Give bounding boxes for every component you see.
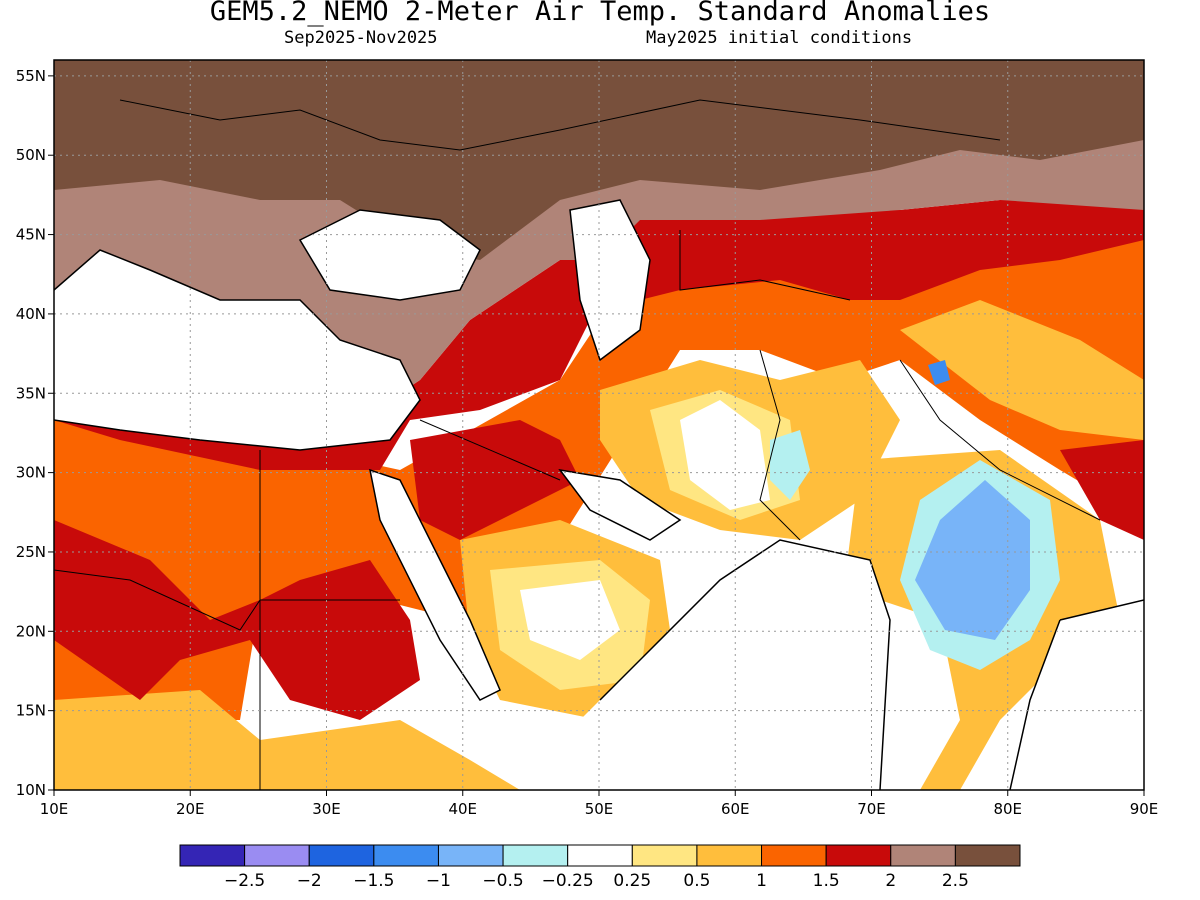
lat-lon-grid <box>54 60 1144 790</box>
lon-tick-label: 10E <box>40 800 69 818</box>
latitude-axis: 10N 15N 20N 25N 30N 35N 40N 45N 50N 55N <box>16 67 54 799</box>
colorbar-swatch <box>761 844 827 867</box>
colorbar-label: 2.5 <box>942 871 969 891</box>
map-title: GEM5.2_NEMO 2-Meter Air Temp. Standard A… <box>209 0 991 27</box>
longitude-axis: 10E 20E 30E 40E 50E 60E 70E 80E 90E <box>40 790 1159 818</box>
lon-tick-label: 80E <box>993 800 1022 818</box>
colorbar-swatch <box>502 844 569 867</box>
country-borders <box>54 99 1101 790</box>
mediterranean-sea <box>54 250 420 450</box>
lat-tick-label: 35N <box>16 384 46 402</box>
anomaly-region-2 <box>620 200 1144 300</box>
lon-tick-label: 30E <box>312 800 341 818</box>
colorbar-swatch <box>308 844 375 867</box>
lat-tick-label: 15N <box>16 702 46 720</box>
anomaly-region-2 <box>410 420 580 540</box>
anomaly-region-2 <box>1060 440 1144 540</box>
lon-tick-label: 70E <box>857 800 886 818</box>
anomaly-region-0 <box>520 580 620 660</box>
colorbar-swatch <box>890 844 956 867</box>
black-sea <box>300 210 480 300</box>
lat-tick-label: 30N <box>16 464 46 482</box>
initial-conditions: May2025 initial conditions <box>646 28 913 48</box>
forecast-period: Sep2025-Nov2025 <box>284 28 438 48</box>
colorbar-label: −0.25 <box>542 871 594 891</box>
colorbar-swatch <box>437 844 504 867</box>
lon-tick-label: 60E <box>721 800 750 818</box>
colorbar-label: 0.5 <box>683 871 710 891</box>
colorbar-label: −0.5 <box>482 871 523 891</box>
colorbar-swatch <box>696 844 763 867</box>
persian-gulf <box>560 470 680 540</box>
anomaly-region-neg1 <box>928 360 950 385</box>
lat-tick-label: 25N <box>16 543 46 561</box>
colorbar-label: 1.5 <box>813 871 840 891</box>
lat-tick-label: 55N <box>16 67 46 85</box>
colorbar-label: 0.25 <box>613 871 651 891</box>
colorbar: −2.5 −2 −1.5 −1 −0.5 −0.25 0.25 0.5 1 1.5 2 2.5 <box>179 844 1021 891</box>
anomaly-region-2 <box>54 520 420 720</box>
colorbar-swatch <box>825 844 892 867</box>
lon-tick-label: 50E <box>585 800 614 818</box>
colorbar-label: −2.5 <box>224 871 265 891</box>
lat-tick-label: 10N <box>16 781 46 799</box>
lat-tick-label: 20N <box>16 622 46 640</box>
coastlines <box>54 199 1144 790</box>
colorbar-label: −1.5 <box>353 871 394 891</box>
lon-tick-label: 20E <box>176 800 205 818</box>
anomaly-region-1 <box>900 300 1144 440</box>
colorbar-label: 1 <box>756 871 767 891</box>
lon-tick-label: 40E <box>448 800 477 818</box>
lon-tick-label: 90E <box>1130 800 1159 818</box>
red-sea <box>370 470 500 700</box>
colorbar-label: −1 <box>426 871 451 891</box>
colorbar-swatch <box>373 844 439 867</box>
anomaly-region-neg0.25 <box>770 430 810 500</box>
anomaly-region-2 <box>54 260 640 470</box>
anomaly-region-0 <box>680 400 770 510</box>
anomaly-region-1 <box>54 690 520 790</box>
lat-tick-label: 40N <box>16 305 46 323</box>
colorbar-swatch <box>954 844 1021 867</box>
lat-tick-label: 45N <box>16 226 46 244</box>
colorbar-swatch <box>567 844 633 867</box>
colorbar-swatch <box>244 844 310 867</box>
colorbar-swatch <box>631 844 698 867</box>
lat-tick-label: 50N <box>16 146 46 164</box>
bay-of-bengal <box>1010 600 1144 790</box>
arabian-sea <box>560 540 890 790</box>
caspian-sea <box>570 200 650 360</box>
colorbar-label: 2 <box>885 871 896 891</box>
anomaly-region-neg0.5 <box>915 480 1030 640</box>
colorbar-swatch <box>179 844 246 867</box>
colorbar-label: −2 <box>297 871 322 891</box>
